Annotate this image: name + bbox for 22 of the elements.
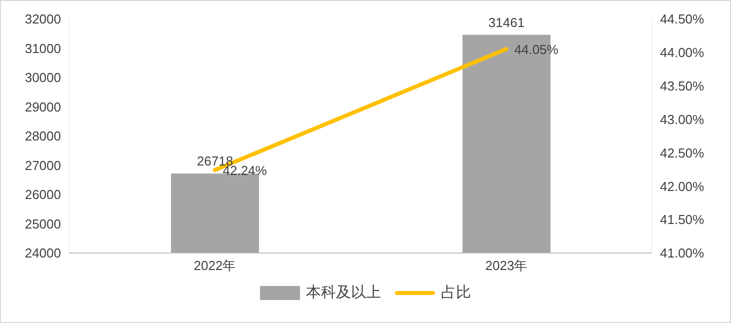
y2-tick-label: 43.50% <box>660 78 705 94</box>
x-tick-label: 2023年 <box>485 258 528 274</box>
y2-tick-label: 44.50% <box>660 12 705 27</box>
y-tick-label: 26000 <box>24 187 61 202</box>
y2-tick-label: 41.50% <box>660 212 705 228</box>
y2-tick-label: 42.50% <box>660 145 705 160</box>
y-tick-label: 24000 <box>24 246 61 261</box>
y2-tick-label: 43.00% <box>660 112 705 127</box>
y-tick-label: 27000 <box>24 158 61 173</box>
legend-label: 本科及以上 <box>306 283 381 302</box>
data-label: 31461 <box>488 14 525 30</box>
y2-tick-label: 44.00% <box>660 45 705 60</box>
y-tick-label: 30000 <box>24 70 61 86</box>
y-tick-label: 25000 <box>24 216 61 232</box>
y-tick-label: 28000 <box>24 128 61 144</box>
y2-tick-label: 41.00% <box>660 246 705 261</box>
y-tick-label: 29000 <box>24 99 61 114</box>
x-tick-label: 2022年 <box>194 258 236 274</box>
y2-tick-label: 42.00% <box>660 178 705 194</box>
y-tick-label: 31000 <box>24 40 61 56</box>
y-tick-label: 32000 <box>24 12 61 27</box>
legend-label: 占比 <box>441 283 471 302</box>
